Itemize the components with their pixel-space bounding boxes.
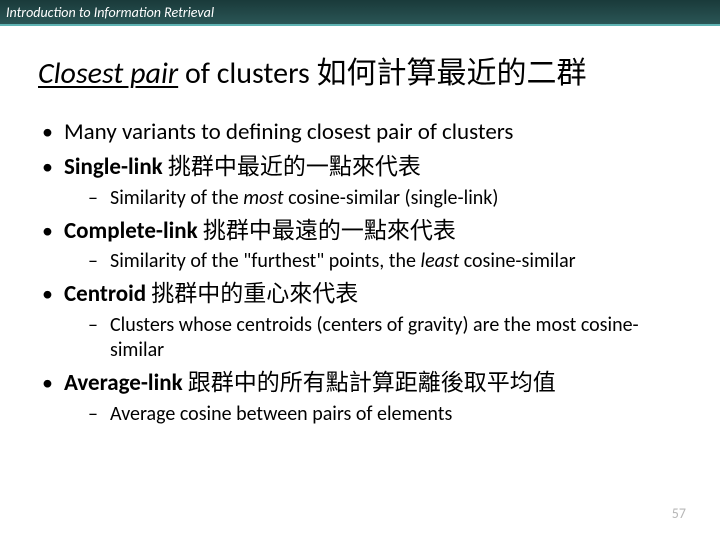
sub-list: Similarity of the "furthest" points, the…: [64, 249, 686, 274]
page-number: 57: [672, 505, 686, 522]
bullet-bold: Complete-link: [64, 217, 198, 245]
sub-text-pre: Similarity of the: [110, 186, 243, 210]
sub-text-pre: Similarity of the "furthest" points, the: [110, 249, 420, 273]
bullet-bold: Single-link: [64, 153, 163, 181]
bullet-list: Many variants to defining closest pair o…: [38, 118, 686, 427]
slide: Introduction to Information Retrieval Cl…: [0, 0, 720, 540]
sub-bullet: Similarity of the "furthest" points, the…: [64, 249, 686, 274]
bullet-rest: 跟群中的所有點計算距離後取平均值: [183, 369, 556, 397]
bullet-rest: 挑群中的重心來代表: [146, 280, 358, 308]
bullet-bold: Centroid: [64, 280, 146, 308]
sub-list: Similarity of the most cosine-similar (s…: [64, 186, 686, 211]
bullet-centroid: Centroid 挑群中的重心來代表 Clusters whose centro…: [38, 280, 686, 363]
bullet-text: Many variants to defining closest pair o…: [64, 118, 513, 146]
sub-list: Average cosine between pairs of elements: [64, 402, 686, 427]
slide-title: Closest pair of clusters 如何計算最近的二群: [38, 48, 720, 92]
bullet-bold: Average-link: [64, 369, 183, 397]
header-text: Introduction to Information Retrieval: [6, 4, 214, 21]
title-rest: of clusters 如何計算最近的二群: [178, 55, 586, 92]
sub-bullet: Average cosine between pairs of elements: [64, 402, 686, 427]
slide-body: Many variants to defining closest pair o…: [38, 118, 686, 427]
sub-text: Average cosine between pairs of elements: [110, 402, 452, 426]
sub-text: Clusters whose centroids (centers of gra…: [110, 313, 639, 362]
sub-text-post: cosine-similar: [459, 249, 575, 273]
bullet-complete-link: Complete-link 挑群中最遠的一點來代表 Similarity of …: [38, 217, 686, 275]
bullet-single-link: Single-link 挑群中最近的一點來代表 Similarity of th…: [38, 153, 686, 211]
sub-list: Clusters whose centroids (centers of gra…: [64, 313, 686, 363]
sub-bullet: Clusters whose centroids (centers of gra…: [64, 313, 686, 363]
sub-text-post: cosine-similar (single-link): [284, 186, 499, 210]
header-bar: Introduction to Information Retrieval: [0, 0, 720, 26]
bullet-variants: Many variants to defining closest pair o…: [38, 118, 686, 147]
bullet-rest: 挑群中最近的一點來代表: [163, 153, 421, 181]
bullet-average-link: Average-link 跟群中的所有點計算距離後取平均值 Average co…: [38, 369, 686, 427]
title-emphasis: Closest pair: [38, 55, 178, 92]
sub-bullet: Similarity of the most cosine-similar (s…: [64, 186, 686, 211]
sub-text-em: least: [420, 249, 459, 273]
sub-text-em: most: [243, 186, 283, 210]
bullet-rest: 挑群中最遠的一點來代表: [198, 217, 456, 245]
